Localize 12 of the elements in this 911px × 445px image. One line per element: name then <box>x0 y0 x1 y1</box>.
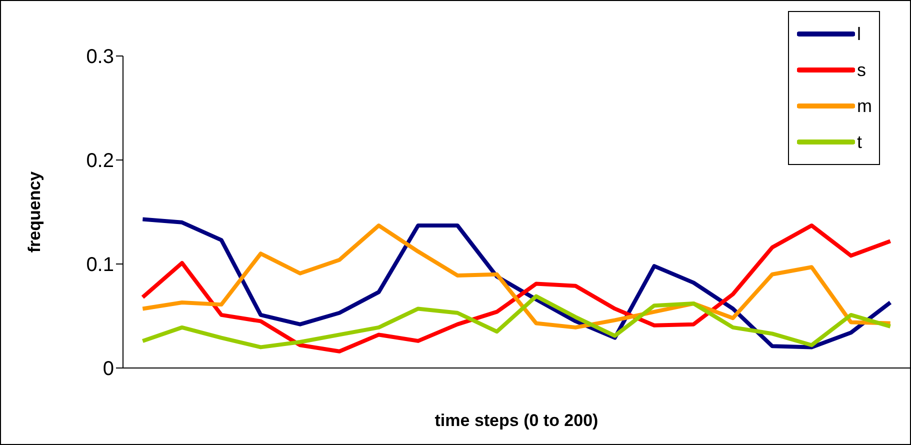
line-series <box>140 294 892 350</box>
x-axis-title: time steps (0 to 200) <box>434 411 598 430</box>
legend-label: s <box>857 60 867 80</box>
y-tick-label: 0 <box>102 358 114 380</box>
y-axis-title: frequency <box>25 170 44 253</box>
legend-label: m <box>857 96 872 116</box>
line-series <box>140 224 892 330</box>
y-tick-label: 0.1 <box>86 254 114 276</box>
legend-label: l <box>857 24 862 44</box>
y-tick-label: 0.3 <box>86 46 114 68</box>
legend-label: t <box>857 132 864 152</box>
y-tick-label: 0.2 <box>86 150 114 172</box>
